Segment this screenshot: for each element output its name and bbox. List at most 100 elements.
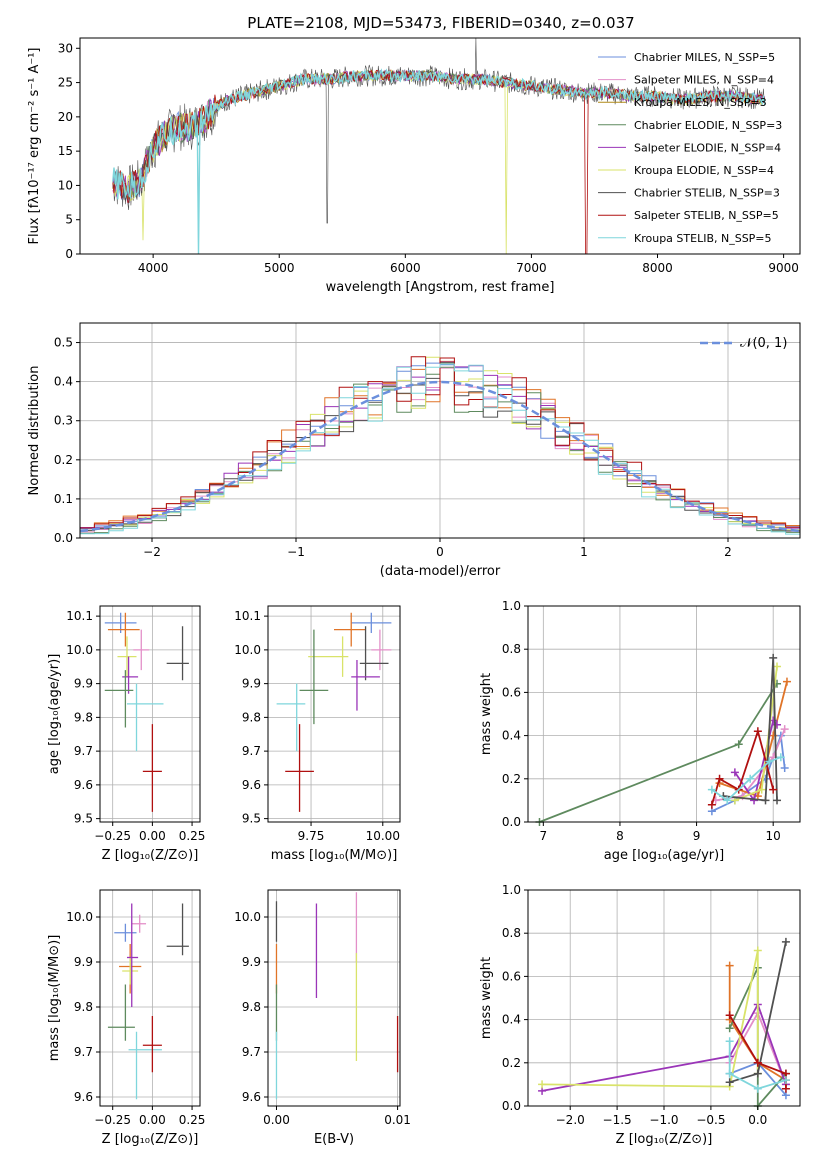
errorbar-point — [131, 914, 147, 933]
y-tick-label: 10.1 — [234, 609, 261, 623]
y-tick-label: 0.8 — [502, 642, 521, 656]
gridlines — [80, 323, 800, 539]
y-tick-label: 9.6 — [74, 1090, 93, 1104]
x-tick-label: 0.01 — [384, 1113, 411, 1127]
y-tick-label: 0.6 — [502, 969, 521, 983]
errorbar-point — [308, 636, 349, 677]
y-tick-label: 0.2 — [502, 1056, 521, 1070]
axes-frame — [99, 889, 201, 1107]
y-tick-label: 9.9 — [242, 677, 261, 691]
legend: Chabrier MILES, N_SSP=5 Salpeter MILES, N… — [598, 51, 782, 245]
plot-area — [276, 612, 392, 812]
plus-marker — [753, 1084, 762, 1093]
plot-area — [104, 612, 189, 812]
plus-marker — [725, 1069, 734, 1078]
x-tick-label: 2 — [724, 545, 732, 559]
plus-marker — [723, 796, 732, 805]
errorbar-point — [285, 724, 314, 812]
plus-marker — [707, 800, 716, 809]
x-tick-label: 7000 — [516, 261, 547, 275]
model-spectrum — [112, 69, 766, 198]
errorbar-point — [166, 626, 189, 681]
x-axis-label: (data-model)/error — [380, 564, 501, 579]
x-tick-label: 10 — [766, 829, 781, 843]
plot-area — [107, 903, 189, 1100]
errorbar-point — [334, 612, 366, 647]
x-tick-label: −2 — [143, 545, 161, 559]
y-tick-label: 10.0 — [234, 910, 261, 924]
y-tick-label: 0.3 — [54, 414, 73, 428]
y-tick-label: 9.6 — [242, 778, 261, 792]
x-axis-label: E(B-V) — [314, 1132, 354, 1147]
y-tick-label: 9.5 — [74, 812, 93, 826]
mass-weight-series — [723, 657, 778, 802]
y-tick-label: 0.2 — [54, 453, 73, 467]
x-tick-label: 9 — [693, 829, 701, 843]
plot-area — [275, 892, 399, 1100]
errorbar-point — [117, 636, 137, 677]
y-tick-label: 9.7 — [74, 744, 93, 758]
y-tick-label: 15 — [58, 144, 73, 158]
errorbar-point — [126, 903, 139, 1007]
y-tick-label: 0.2 — [502, 772, 521, 786]
plus-marker — [780, 764, 789, 772]
errorbar-point — [351, 660, 380, 711]
plus-marker — [538, 1080, 547, 1089]
y-tick-label: 9.5 — [242, 812, 261, 826]
x-tick-label: 9000 — [768, 261, 799, 275]
axes-frame — [267, 605, 401, 823]
errorbar-point — [104, 670, 134, 728]
legend-label: Chabrier STELIB, N_SSP=3 — [634, 187, 780, 200]
y-tick-label: 0.5 — [54, 336, 73, 350]
axes-frame — [99, 605, 201, 823]
x-tick-label: 9.75 — [298, 829, 325, 843]
y-axis-label: Flux [fλ10⁻¹⁷ erg cm⁻² s⁻¹ A⁻¹] — [27, 48, 42, 245]
y-tick-label: 9.9 — [242, 955, 261, 969]
errorbar-point — [107, 612, 140, 647]
x-tick-label: −0.5 — [696, 1113, 725, 1127]
plus-marker — [769, 785, 778, 794]
x-tick-label: 10.00 — [366, 829, 400, 843]
legend-label: Kroupa STELIB, N_SSP=5 — [634, 232, 772, 245]
y-tick-label: 9.7 — [74, 1045, 93, 1059]
errorbar-point — [122, 957, 139, 985]
errorbar-point — [276, 683, 306, 752]
plus-marker — [776, 753, 785, 762]
x-axis-label: Z [log₁₀(Z/Z⊙)] — [616, 1132, 713, 1147]
legend-label: Kroupa ELODIE, N_SSP=4 — [634, 164, 774, 177]
y-tick-label: 10.1 — [66, 609, 93, 623]
plot-area — [538, 937, 790, 1110]
x-tick-label: 0 — [436, 545, 444, 559]
panel-7: 0.00 0.01 9.6 9.7 9.8 9.9 10.0 E(B-V) — [234, 889, 411, 1147]
y-tick-label: 0.8 — [502, 926, 521, 940]
errorbar-point — [128, 1031, 162, 1100]
errorbar-point — [126, 683, 164, 752]
plus-marker — [725, 1024, 734, 1033]
y-tick-label: 9.9 — [74, 677, 93, 691]
legend-label: Chabrier MILES, N_SSP=5 — [634, 51, 775, 64]
y-tick-label: 5 — [65, 213, 73, 227]
panel-2: −2 −1 0 1 2 0.0 0.1 0.2 0.3 0.4 0.5 (data-model)/er… — [27, 322, 801, 579]
y-tick-label: 0.6 — [502, 685, 521, 699]
panel-5: 7 8 9 10 0.0 0.2 0.4 0.6 0.8 1.0 age [log₁₀(age/yr… — [479, 599, 801, 863]
plus-marker — [753, 946, 762, 955]
panel-4: 9.75 10.00 9.5 9.6 9.7 9.8 9.9 10.0 10.1 mass [lo… — [234, 605, 401, 863]
errorbar-point — [299, 629, 329, 725]
plus-marker — [707, 785, 716, 794]
x-axis-label: wavelength [Angstrom, rest frame] — [326, 280, 555, 295]
errorbar-point — [371, 629, 392, 671]
errorbar-point — [133, 629, 150, 671]
mass-weight-series — [541, 1002, 787, 1092]
y-tick-label: 0.4 — [502, 1013, 521, 1027]
errorbar-point — [351, 612, 392, 633]
plus-marker — [725, 961, 734, 970]
y-tick-label: 9.6 — [242, 1090, 261, 1104]
plus-marker — [715, 774, 724, 783]
y-tick-label: 20 — [58, 110, 73, 124]
x-tick-label: 0.00 — [263, 1113, 290, 1127]
plot-area — [112, 37, 766, 255]
errorbar-point — [142, 724, 162, 812]
mass-weight-series — [542, 950, 759, 1088]
errorbar-point — [107, 984, 135, 1041]
